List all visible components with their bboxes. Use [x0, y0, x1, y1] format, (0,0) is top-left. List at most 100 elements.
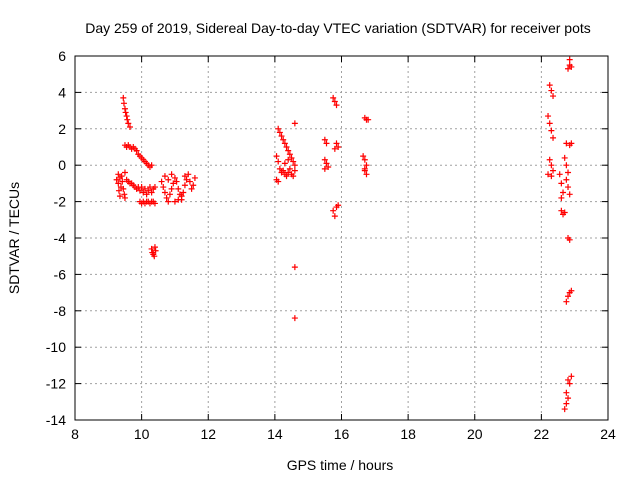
- data-point: [116, 193, 123, 200]
- data-point: [121, 105, 128, 112]
- data-point: [361, 156, 368, 163]
- data-point: [563, 298, 570, 305]
- data-point: [168, 185, 175, 192]
- data-point: [548, 87, 555, 94]
- data-point: [161, 173, 168, 180]
- data-point: [278, 133, 285, 140]
- x-tick-label: 22: [534, 426, 550, 442]
- y-tick-label: -10: [46, 339, 66, 355]
- data-point: [283, 144, 290, 150]
- data-point: [123, 113, 130, 120]
- data-point: [566, 236, 573, 243]
- data-point: [558, 180, 565, 187]
- x-tick-label: 10: [134, 426, 150, 442]
- data-point: [566, 56, 573, 63]
- data-point: [545, 171, 552, 178]
- data-point: [151, 184, 158, 191]
- data-point: [290, 158, 297, 165]
- data-point: [160, 184, 167, 191]
- y-tick-label: -14: [46, 412, 66, 428]
- data-point: [151, 200, 158, 207]
- data-point: [275, 178, 282, 185]
- data-point: [331, 145, 338, 152]
- data-point: [286, 165, 293, 172]
- y-tick-label: 0: [58, 157, 66, 173]
- data-point: [125, 120, 132, 127]
- x-tick-label: 16: [334, 426, 350, 442]
- data-point: [275, 158, 282, 165]
- data-point: [276, 129, 283, 136]
- data-point: [126, 123, 133, 130]
- data-point: [550, 167, 557, 174]
- data-point: [138, 184, 145, 191]
- data-point: [321, 136, 328, 143]
- data-point: [321, 156, 328, 163]
- data-point: [121, 194, 128, 201]
- data-point: [175, 185, 182, 192]
- data-point: [323, 160, 330, 167]
- data-point: [361, 167, 368, 174]
- data-point: [158, 178, 165, 185]
- data-point: [546, 82, 553, 89]
- data-point: [115, 171, 122, 178]
- data-point: [191, 174, 198, 181]
- data-point: [291, 120, 298, 127]
- data-point: [143, 191, 150, 198]
- data-point: [165, 198, 172, 205]
- data-point: [325, 164, 332, 171]
- data-point: [550, 93, 557, 100]
- data-point: [550, 134, 557, 141]
- data-point: [116, 174, 123, 181]
- data-point: [568, 63, 575, 70]
- data-point: [181, 182, 188, 189]
- data-point: [546, 156, 553, 163]
- x-tick-label: 20: [467, 426, 483, 442]
- data-point: [168, 171, 175, 178]
- data-point: [563, 389, 570, 396]
- data-point: [565, 376, 572, 383]
- data-point: [563, 162, 570, 169]
- data-point: [151, 253, 158, 260]
- data-point: [171, 174, 178, 181]
- data-point: [545, 113, 552, 120]
- data-point: [565, 169, 572, 176]
- y-tick-label: -12: [46, 376, 66, 392]
- y-tick-label: -2: [54, 194, 67, 210]
- y-tick-label: -4: [54, 230, 67, 246]
- data-point: [330, 207, 337, 214]
- data-point: [188, 185, 195, 192]
- data-point: [178, 193, 185, 200]
- data-point: [280, 136, 287, 143]
- data-point: [561, 154, 568, 161]
- data-point: [360, 153, 367, 160]
- data-point: [331, 98, 338, 105]
- data-point: [548, 127, 555, 134]
- data-point: [558, 207, 565, 214]
- y-axis-label: SDTVAR / TECUs: [6, 182, 22, 294]
- data-point: [151, 244, 158, 251]
- data-point: [548, 162, 555, 169]
- y-tick-label: -8: [54, 303, 67, 319]
- data-point: [568, 140, 575, 147]
- data-point: [288, 154, 295, 161]
- data-point: [365, 116, 372, 123]
- x-tick-label: 12: [200, 426, 216, 442]
- data-point: [335, 202, 342, 209]
- data-point: [161, 189, 168, 196]
- data-point: [180, 189, 187, 196]
- data-point: [291, 315, 298, 322]
- data-point: [185, 171, 192, 178]
- data-point: [148, 162, 155, 169]
- data-point: [558, 194, 565, 201]
- data-point: [321, 165, 328, 172]
- data-point: [281, 140, 288, 147]
- data-point: [323, 140, 330, 147]
- data-point: [145, 187, 152, 194]
- data-point: [363, 162, 370, 169]
- data-point: [290, 173, 297, 180]
- y-tick-label: -6: [54, 266, 67, 282]
- data-point: [173, 178, 180, 185]
- data-point: [120, 94, 127, 101]
